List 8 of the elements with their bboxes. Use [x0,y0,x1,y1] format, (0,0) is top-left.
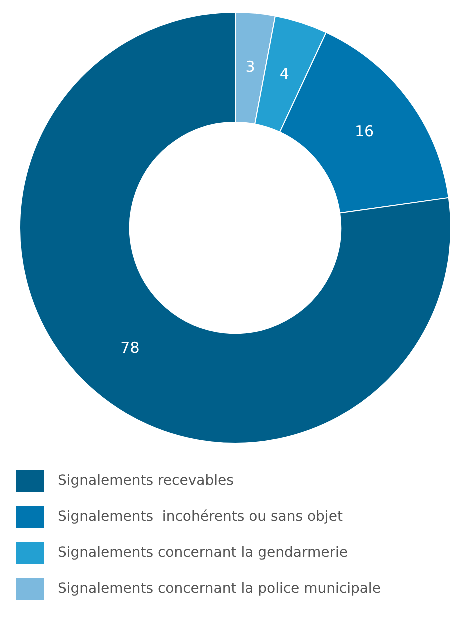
data-label: 16 [354,122,374,140]
data-label: 4 [280,65,290,84]
data-label: 3 [246,58,256,76]
legend-label: Signalements incohérents ou sans objet [58,509,343,525]
legend-label: Signalements concernant la police municipale [58,581,381,597]
legend-label: Signalements recevables [58,473,234,489]
data-label: 78 [120,339,140,358]
legend-label: Signalements concernant la gendarmerie [58,545,348,561]
